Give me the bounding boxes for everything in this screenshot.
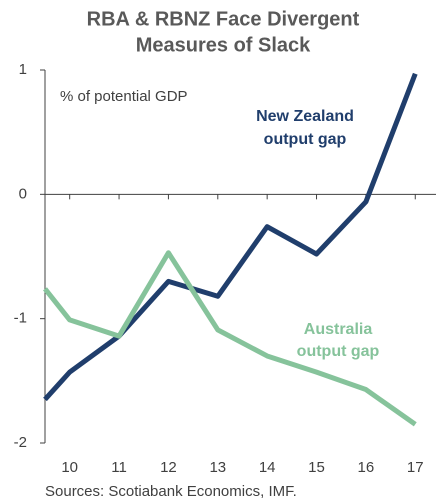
x-tick-label: 11 <box>111 459 127 476</box>
x-tick-label: 14 <box>259 459 276 476</box>
series-line <box>43 72 418 402</box>
series-label: New Zealand <box>256 108 354 125</box>
series-label: output gap <box>297 343 380 360</box>
chart-title: RBA & RBNZ Face Divergent <box>87 8 360 30</box>
y-tick-label: 0 <box>19 185 27 202</box>
x-tick-label: 13 <box>209 459 226 476</box>
series-label: Australia <box>304 321 373 338</box>
source: Sources: Scotiabank Economics, IMF. <box>45 483 297 500</box>
x-tick-label: 12 <box>160 459 177 476</box>
chart-title: Measures of Slack <box>136 34 311 56</box>
x-tick-label: 17 <box>407 459 424 476</box>
y-axis-label: % of potential GDP <box>60 88 188 105</box>
y-tick-label: -2 <box>14 434 27 451</box>
series-label: output gap <box>264 131 347 148</box>
x-tick-label: 16 <box>358 459 375 476</box>
y-tick-label: -1 <box>14 310 27 327</box>
x-tick-label: 10 <box>61 459 78 476</box>
series-line <box>43 250 417 427</box>
y-tick-label: 1 <box>19 61 27 78</box>
x-tick-label: 15 <box>308 459 325 476</box>
